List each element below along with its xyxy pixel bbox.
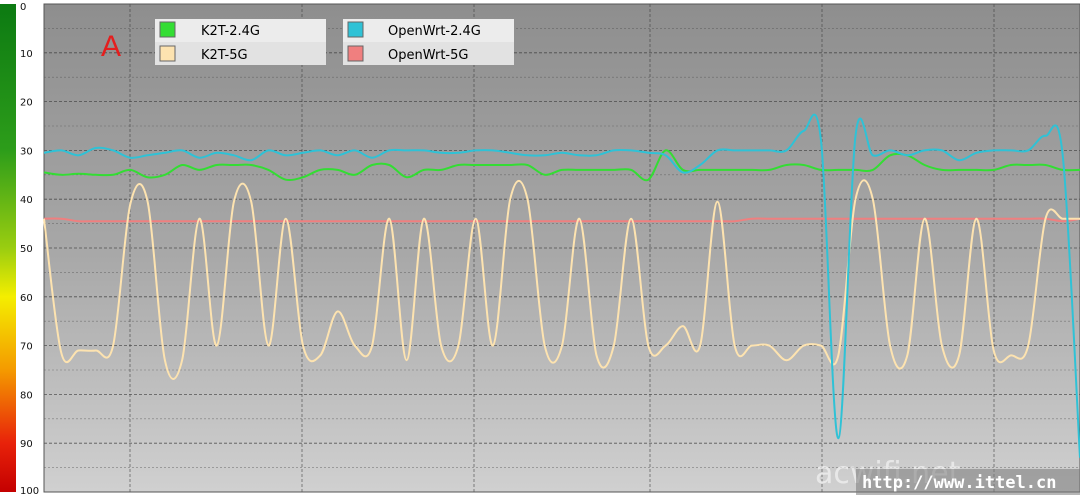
legend-entry-bg xyxy=(155,19,326,42)
y-tick-label: 50 xyxy=(20,244,33,255)
legend-swatch-openwrt-2-4g xyxy=(347,21,364,38)
series-line-k2t-5g xyxy=(43,179,1080,380)
panel-label: A xyxy=(101,30,121,63)
y-tick-label: 30 xyxy=(20,146,33,157)
legend-swatch-k2t-2-4g xyxy=(159,21,176,38)
legend-entry-bg xyxy=(343,19,514,42)
legend-label-k2t-5g: K2T-5G xyxy=(201,48,248,63)
vertical-gridlines xyxy=(43,3,1080,493)
y-tick-label: 20 xyxy=(20,98,33,109)
legend: K2T-2.4G K2T-5G OpenWrt-2.4G OpenWrt-5G xyxy=(155,19,514,65)
legend-swatch-k2t-5g xyxy=(159,45,176,62)
legend-entry-bg xyxy=(155,42,326,65)
y-tick-label: 0 xyxy=(20,2,26,13)
series-line-openwrt-2-4g xyxy=(43,113,1080,458)
legend-label-k2t-2-4g: K2T-2.4G xyxy=(201,24,260,39)
series-lines xyxy=(43,113,1080,458)
y-tick-label: 10 xyxy=(20,49,33,60)
y-axis-ticks: 0 10 20 30 40 50 60 70 80 90 100 xyxy=(20,2,39,495)
url-banner xyxy=(856,469,1080,495)
series-line-openwrt-5g xyxy=(43,217,1080,223)
y-tick-label: 40 xyxy=(20,195,33,206)
y-tick-label: 80 xyxy=(20,390,33,401)
legend-label-openwrt-2-4g: OpenWrt-2.4G xyxy=(388,24,481,39)
y-tick-label: 60 xyxy=(20,293,33,304)
legend-label-openwrt-5g: OpenWrt-5G xyxy=(388,48,468,63)
y-tick-label: 70 xyxy=(20,342,33,353)
source-url: http://www.ittel.cn xyxy=(862,473,1056,493)
legend-entry-bg xyxy=(343,42,514,65)
color-scale-bar xyxy=(0,4,16,492)
y-tick-label: 90 xyxy=(20,439,33,450)
y-tick-label: 100 xyxy=(20,486,39,495)
plot-border xyxy=(43,3,1080,493)
legend-swatch-openwrt-5g xyxy=(347,45,364,62)
